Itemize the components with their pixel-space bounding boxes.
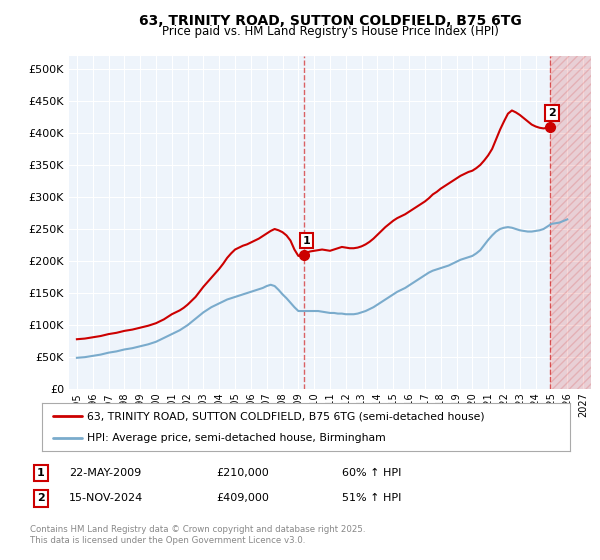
- Text: 15-NOV-2024: 15-NOV-2024: [69, 493, 143, 503]
- Text: Price paid vs. HM Land Registry's House Price Index (HPI): Price paid vs. HM Land Registry's House …: [161, 25, 499, 39]
- Text: 63, TRINITY ROAD, SUTTON COLDFIELD, B75 6TG (semi-detached house): 63, TRINITY ROAD, SUTTON COLDFIELD, B75 …: [87, 411, 485, 421]
- Text: 63, TRINITY ROAD, SUTTON COLDFIELD, B75 6TG: 63, TRINITY ROAD, SUTTON COLDFIELD, B75 …: [139, 14, 521, 28]
- Text: Contains HM Land Registry data © Crown copyright and database right 2025.
This d: Contains HM Land Registry data © Crown c…: [30, 525, 365, 545]
- Text: £210,000: £210,000: [216, 468, 269, 478]
- Text: HPI: Average price, semi-detached house, Birmingham: HPI: Average price, semi-detached house,…: [87, 433, 386, 443]
- Text: 2: 2: [37, 493, 44, 503]
- Text: 1: 1: [303, 236, 311, 245]
- Text: 51% ↑ HPI: 51% ↑ HPI: [342, 493, 401, 503]
- Text: £409,000: £409,000: [216, 493, 269, 503]
- Bar: [550, 56, 591, 389]
- Text: 2: 2: [548, 108, 556, 118]
- Text: 60% ↑ HPI: 60% ↑ HPI: [342, 468, 401, 478]
- Text: 22-MAY-2009: 22-MAY-2009: [69, 468, 141, 478]
- Text: 1: 1: [37, 468, 44, 478]
